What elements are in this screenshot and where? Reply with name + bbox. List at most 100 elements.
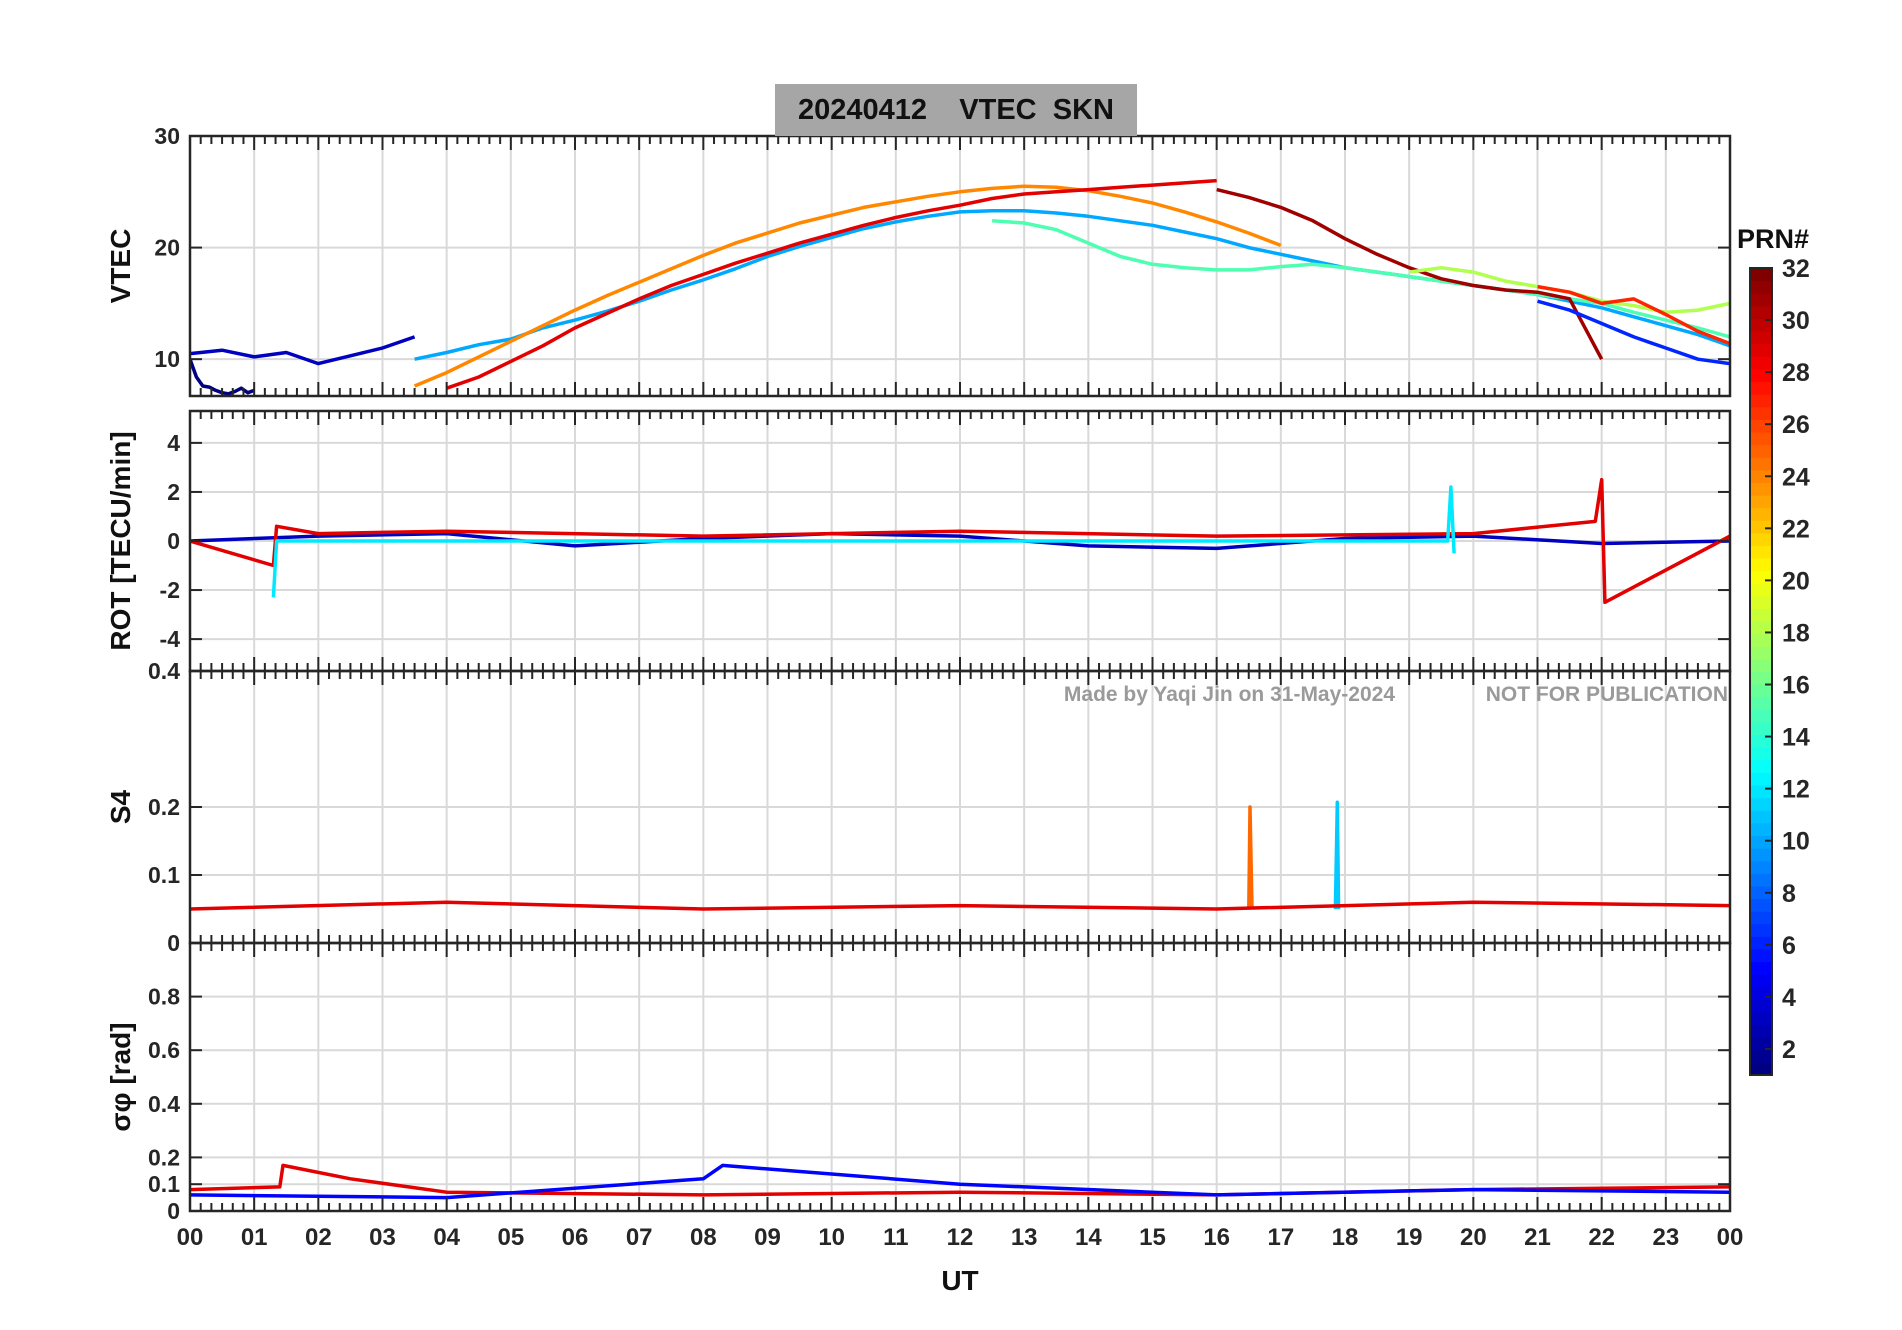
y-axis-label: ROT [TECU/min] <box>105 431 136 650</box>
colorbar-segment <box>1750 873 1772 887</box>
colorbar-segment <box>1750 331 1772 345</box>
x-tick-label: 18 <box>1332 1224 1359 1251</box>
colorbar-segment <box>1750 305 1772 320</box>
y-tick-label: 4 <box>167 430 180 456</box>
colorbar-segment <box>1750 318 1772 332</box>
y-tick-label: 0 <box>167 528 180 554</box>
colorbar-segment <box>1750 608 1772 622</box>
series-line-prn-12 <box>271 485 1456 598</box>
colorbar-segment <box>1750 532 1772 547</box>
colorbar-tick-label: 2 <box>1782 1036 1796 1064</box>
x-tick-label: 03 <box>369 1224 396 1251</box>
watermark-author: Made by Yaqi Jin on 31-May-2024 <box>1064 683 1395 706</box>
y-axis-label: VTEC <box>105 229 136 304</box>
colorbar-tick-label: 10 <box>1782 828 1810 856</box>
panel-s4: 0 0.1 0.2 0.4 S4 <box>105 658 1732 956</box>
colorbar-frame <box>1749 267 1773 1076</box>
colorbar-tick-label: 8 <box>1782 880 1796 908</box>
series-line-prn-31 <box>1216 187 1604 361</box>
colorbar-segment <box>1750 999 1772 1013</box>
colorbar-tick-label: 20 <box>1782 567 1810 595</box>
colorbar-segment <box>1750 507 1772 521</box>
y-tick-label: 0 <box>167 1198 180 1224</box>
colorbar-segment <box>1750 457 1772 471</box>
colorbar-segment <box>1750 356 1772 370</box>
colorbar-segment <box>1750 974 1772 988</box>
colorbar-segment <box>1750 381 1772 395</box>
panel-vtec: 10 20 30 VTEC <box>105 123 1732 398</box>
y-tick-label: 0.1 <box>148 1171 180 1197</box>
colorbar-segment <box>1750 293 1772 307</box>
colorbar-tick-label: 26 <box>1782 411 1810 439</box>
series-line-prn-27 <box>1537 284 1730 346</box>
colorbar-segment <box>1750 633 1772 647</box>
series-line-prn-3 <box>190 335 416 366</box>
x-tick-label: 22 <box>1588 1224 1615 1251</box>
x-tick-label: 13 <box>1011 1224 1038 1251</box>
colorbar-segment <box>1750 368 1772 383</box>
x-tick-label: 23 <box>1652 1224 1679 1251</box>
x-tick-label: 16 <box>1203 1224 1230 1251</box>
series-line-prn-29 <box>190 900 1730 911</box>
colorbar-segment <box>1750 595 1772 610</box>
colorbar-tick-label: 14 <box>1782 724 1810 752</box>
x-tick-label: 08 <box>690 1224 717 1251</box>
series-line-prn-6 <box>1537 299 1730 366</box>
y-tick-label: 0.1 <box>148 862 180 888</box>
x-tick-label: 15 <box>1139 1224 1166 1251</box>
colorbar-segment <box>1750 936 1772 950</box>
colorbar-segment <box>1750 784 1772 799</box>
colorbar-segment <box>1750 1011 1772 1026</box>
colorbar-tick-label: 6 <box>1782 932 1796 960</box>
colorbar-segment <box>1750 1037 1772 1051</box>
colorbar-segment <box>1750 696 1772 710</box>
colorbar-segment <box>1750 583 1772 597</box>
watermark-notice: NOT FOR PUBLICATION <box>1486 683 1728 706</box>
series-line-prn-24 <box>413 184 1282 388</box>
series-group <box>190 1163 1730 1200</box>
colorbar-segment <box>1750 923 1772 937</box>
chart-title: 20240412 VTEC SKN <box>775 84 1137 136</box>
colorbar-segment <box>1750 469 1772 483</box>
colorbar-segment <box>1750 494 1772 509</box>
y-axis-label: S4 <box>105 789 136 824</box>
colorbar-segment <box>1750 961 1772 975</box>
x-tick-label: 07 <box>626 1224 653 1251</box>
series-line-prn-29 <box>190 477 1730 605</box>
y-tick-label: 0.2 <box>148 794 180 820</box>
colorbar-segment <box>1750 406 1772 420</box>
y-axis-label: σφ [rad] <box>105 1022 136 1131</box>
series-group <box>190 800 1730 911</box>
colorbar-segment <box>1750 721 1772 736</box>
x-tick-label: 05 <box>497 1224 524 1251</box>
colorbar-segment <box>1750 280 1772 294</box>
colorbar-segment <box>1750 810 1772 824</box>
colorbar-tick-label: 16 <box>1782 672 1810 700</box>
colorbar-tick-label: 12 <box>1782 776 1810 804</box>
colorbar-segment <box>1750 545 1772 559</box>
colorbar-segment <box>1750 848 1772 862</box>
colorbar-segment <box>1750 797 1772 811</box>
series-line-prn-29 <box>446 178 1217 390</box>
panel-sigma_phi: 00.10.2 0.4 0.6 0.8 σφ [rad] <box>105 941 1732 1224</box>
colorbar-segment <box>1750 570 1772 584</box>
y-tick-label: 0.4 <box>148 1091 180 1117</box>
series-line-prn-15 <box>991 219 1730 339</box>
colorbar-segment <box>1750 986 1772 1000</box>
colorbar-segment <box>1750 759 1772 773</box>
x-tick-label: 00 <box>177 1224 204 1251</box>
y-tick-label: 10 <box>154 346 180 372</box>
colorbar-segment <box>1750 394 1772 408</box>
colorbar-segment <box>1750 911 1772 925</box>
x-tick-label: 02 <box>305 1224 332 1251</box>
colorbar-segment <box>1750 658 1772 673</box>
colorbar-segment <box>1750 822 1772 837</box>
colorbar-tick-label: 18 <box>1782 619 1810 647</box>
colorbar-segment <box>1750 948 1772 963</box>
x-tick-label: 06 <box>562 1224 589 1251</box>
colorbar-segment <box>1750 684 1772 698</box>
y-tick-label: -2 <box>160 577 180 603</box>
colorbar-segment <box>1750 671 1772 685</box>
y-tick-label: -4 <box>160 626 181 652</box>
